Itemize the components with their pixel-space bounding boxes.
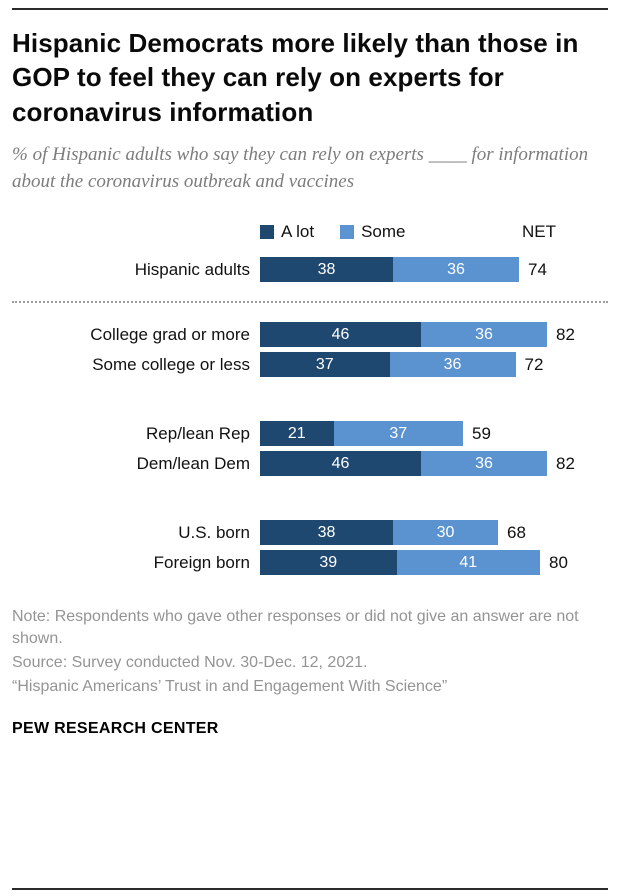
bar-segment-a-lot: 21 — [260, 421, 334, 447]
chart-row: College grad or more 46 36 82 — [12, 322, 608, 348]
net-value: 68 — [507, 522, 526, 542]
net-value: 80 — [549, 552, 568, 572]
bar-value-label: 21 — [287, 424, 306, 442]
legend-swatch-some — [340, 225, 355, 240]
bar-segment-some: 36 — [393, 257, 519, 283]
bar-segment-some: 36 — [389, 352, 516, 378]
bar-value-label: 46 — [331, 454, 350, 472]
stacked-bar: 37 36 — [260, 352, 516, 378]
bottom-rule — [12, 888, 608, 890]
legend-swatch-a-lot — [260, 225, 274, 240]
net-value: 82 — [556, 324, 575, 344]
page-title: Hispanic Democrats more likely than thos… — [12, 28, 579, 127]
bar-segment-a-lot: 46 — [260, 451, 421, 477]
bar-segment-some: 36 — [421, 451, 547, 477]
chart-row: Some college or less 37 36 72 — [12, 352, 608, 378]
stacked-bar: 46 36 — [260, 322, 547, 348]
pew-research-center-wordmark: PEW RESEARCH CENTER — [12, 720, 219, 738]
bar-value-label: 36 — [475, 325, 493, 343]
bar-value-label: 39 — [319, 553, 338, 571]
source-text: Source: Survey conducted Nov. 30-Dec. 12… — [12, 654, 368, 672]
stacked-bar: 38 30 — [260, 520, 498, 546]
spacer — [12, 738, 608, 888]
bar-value-label: 38 — [317, 260, 336, 278]
bar-segment-some: 37 — [333, 421, 463, 447]
footnotes: Note: Respondents who gave other respons… — [12, 606, 608, 700]
bar-value-label: 38 — [317, 523, 336, 541]
bar-segment-a-lot: 46 — [260, 322, 421, 348]
bar-value-label: 36 — [447, 260, 465, 278]
chart-subtitle: % of Hispanic adults who say they can re… — [12, 143, 589, 193]
bar-value-label: 37 — [315, 355, 334, 373]
chart-row: Dem/lean Dem 46 36 82 — [12, 451, 608, 477]
bar-segment-a-lot: 38 — [260, 520, 393, 546]
stacked-bar: 39 41 — [260, 550, 540, 576]
chart-row: Hispanic adults 38 36 74 — [12, 257, 608, 283]
bar-value-label: 36 — [475, 454, 493, 472]
net-value: 72 — [524, 354, 544, 374]
net-column-header: NET — [522, 222, 556, 242]
row-label: Hispanic adults — [134, 259, 250, 279]
dotted-divider — [12, 301, 608, 304]
bar-segment-a-lot: 39 — [260, 550, 397, 576]
report-title-text: “Hispanic Americans’ Trust in and Engage… — [12, 678, 448, 696]
legend-label-some: Some — [361, 222, 406, 242]
net-value: 82 — [556, 453, 575, 473]
chart-row: Foreign born 39 41 80 — [12, 550, 608, 576]
row-label: College grad or more — [90, 324, 250, 344]
bar-value-label: 37 — [389, 424, 408, 442]
bar-segment-a-lot: 38 — [260, 257, 393, 283]
chart-section: Hispanic adults 38 36 74 — [12, 257, 608, 283]
row-label: Dem/lean Dem — [136, 453, 250, 473]
legend-item-some: Some — [340, 222, 406, 242]
chart-section: College grad or more 46 36 82 Some college o… — [12, 322, 608, 378]
chart-section: Rep/lean Rep 21 37 59 Dem/lean Dem 46 36 82 — [12, 421, 608, 477]
chart-row: Rep/lean Rep 21 37 59 — [12, 421, 608, 447]
bar-value-label: 30 — [436, 523, 455, 541]
legend-label-a-lot: A lot — [281, 222, 315, 242]
row-label: Foreign born — [153, 552, 250, 572]
stacked-bar: 38 36 — [260, 257, 519, 283]
note-text: Note: Respondents who gave other respons… — [12, 608, 579, 648]
bar-value-label: 46 — [331, 325, 350, 343]
chart-section: U.S. born 38 30 68 Foreign born 39 41 80 — [12, 520, 608, 576]
chart-row: U.S. born 38 30 68 — [12, 520, 608, 546]
bar-value-label: 36 — [443, 355, 462, 373]
stacked-bar: 21 37 — [260, 421, 463, 447]
row-label: Some college or less — [92, 354, 250, 374]
net-value: 74 — [528, 259, 547, 279]
bar-segment-some: 41 — [396, 550, 540, 576]
bar-segment-some: 30 — [393, 520, 498, 546]
net-value: 59 — [472, 423, 491, 443]
stacked-bar-chart: Hispanic adults 38 36 74 College grad or mor… — [12, 252, 608, 580]
stacked-bar: 46 36 — [260, 451, 547, 477]
row-label: Rep/lean Rep — [146, 423, 250, 443]
top-rule — [12, 8, 608, 10]
legend-item-a-lot: A lot — [260, 222, 314, 242]
row-label: U.S. born — [178, 522, 250, 542]
bar-value-label: 41 — [459, 553, 478, 571]
bar-segment-some: 36 — [421, 322, 547, 348]
legend: A lot Some NET — [260, 222, 608, 242]
bar-segment-a-lot: 37 — [260, 352, 390, 378]
